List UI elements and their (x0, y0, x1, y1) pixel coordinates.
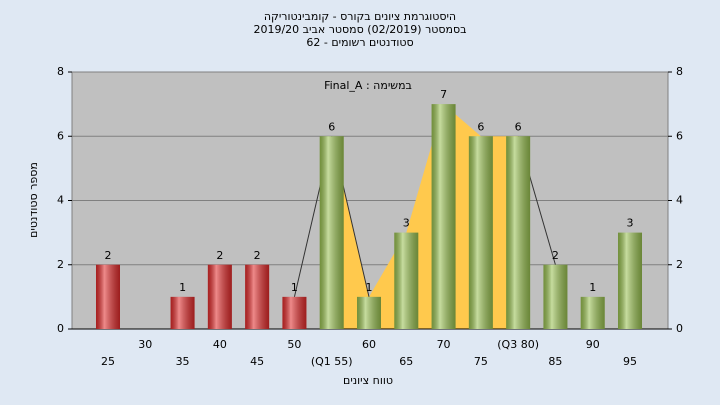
y2-tick-label: 6 (676, 129, 683, 142)
value-label: 1 (179, 281, 186, 294)
bar-shade (618, 232, 642, 329)
bar-shade (394, 232, 419, 329)
x-tick-label: 40 (213, 338, 227, 351)
x-tick-label: 60 (362, 338, 376, 351)
x-tick-label: 75 (474, 355, 488, 368)
value-label: 7 (440, 88, 447, 101)
x-tick-label: 35 (176, 355, 190, 368)
y-tick-label: 8 (57, 65, 64, 78)
x-tick-label: 90 (586, 338, 600, 351)
x-tick-label: (Q3 80) (497, 338, 539, 351)
x-tick-label: 70 (437, 338, 451, 351)
x-tick-label: 85 (548, 355, 562, 368)
bar-shade (357, 296, 381, 329)
x-tick-label: (Q1 55) (311, 355, 353, 368)
y-tick-label: 0 (57, 322, 64, 335)
bar-shade (506, 136, 531, 329)
value-label: 1 (291, 281, 298, 294)
x-tick-label: 65 (399, 355, 413, 368)
x-tick-label: 25 (101, 355, 115, 368)
x-tick-label: 30 (138, 338, 152, 351)
bar-shade (245, 264, 270, 329)
y2-tick-label: 2 (676, 258, 683, 271)
chart-subtitle: בסמסטר (02/2019) סמסטר אביב 2019/20 (253, 23, 466, 36)
value-label: 6 (515, 120, 522, 133)
value-label: 1 (366, 281, 373, 294)
value-label: 2 (254, 249, 261, 262)
value-label: 1 (589, 281, 596, 294)
bar-shade (543, 264, 568, 329)
bar-shade (207, 264, 232, 329)
bar-shade (431, 104, 456, 329)
y-tick-label: 4 (57, 194, 64, 207)
y-tick-label: 6 (57, 129, 64, 142)
value-label: 2 (552, 249, 559, 262)
value-label: 3 (403, 217, 410, 230)
value-label: 6 (328, 120, 335, 133)
y-tick-label: 2 (57, 258, 64, 271)
x-axis-label: טווח ציונים (343, 374, 393, 387)
value-label: 6 (477, 120, 484, 133)
y2-tick-label: 8 (676, 65, 683, 78)
bar-shade (96, 264, 120, 329)
bar-shade (580, 296, 605, 329)
value-label: 3 (627, 217, 634, 230)
bar-shade (170, 296, 195, 329)
y2-tick-label: 0 (676, 322, 683, 335)
value-label: 2 (216, 249, 223, 262)
bar-shade (319, 136, 344, 329)
y-axis-label: מספר סטודנטים (27, 162, 40, 238)
value-label: 2 (105, 249, 112, 262)
annotation: Final_A : במשימה (324, 79, 412, 92)
x-tick-label: 45 (250, 355, 264, 368)
bar-shade (468, 136, 493, 329)
chart-title: היסטוגרמת ציונים בקורס - קומבינטוריקה (264, 10, 456, 23)
y2-tick-label: 4 (676, 194, 683, 207)
bar-shade (282, 296, 307, 329)
x-tick-label: 95 (623, 355, 637, 368)
x-tick-label: 50 (287, 338, 301, 351)
chart-subtitle: סטודנטים רשומים - 62 (306, 36, 413, 49)
